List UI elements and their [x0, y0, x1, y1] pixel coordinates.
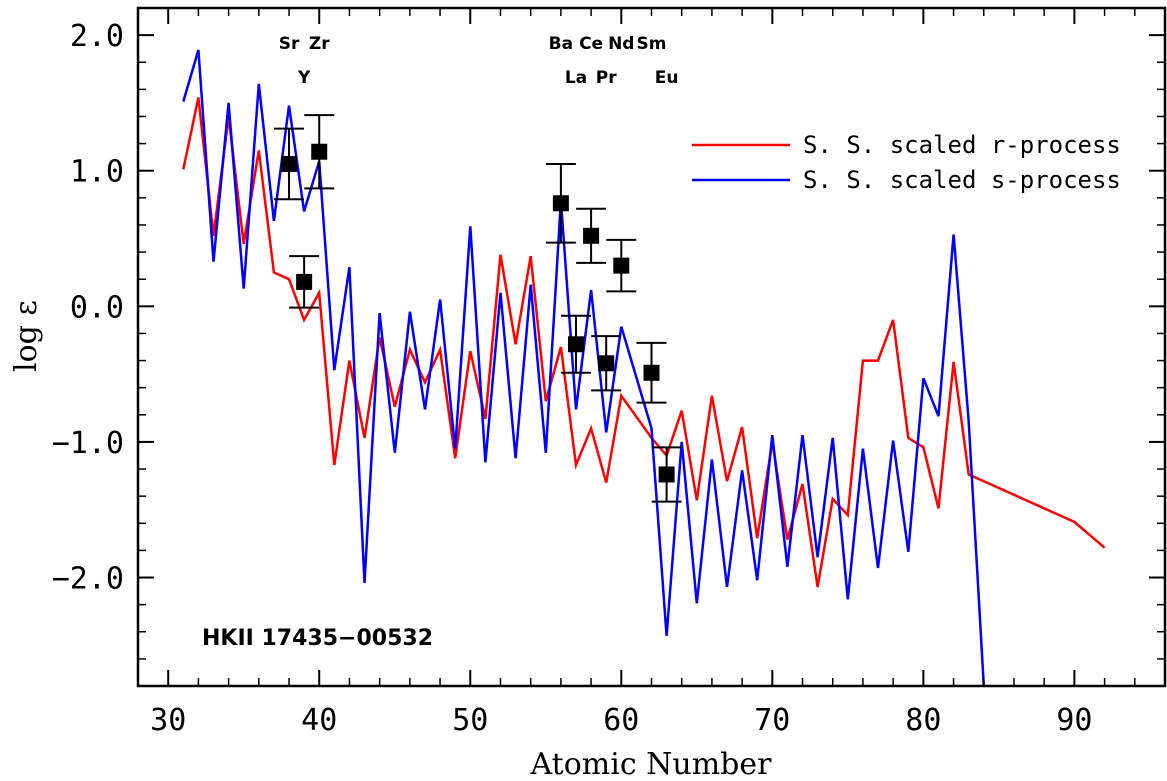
x-axis-title: Atomic Number [530, 747, 773, 781]
axis-ticks: 30 40 50 60 70 80 90 2.0 1.0 0.0 −1.0 −2.0 [52, 7, 1166, 738]
legend-label-s-process: S. S. scaled s-process [803, 166, 1121, 194]
data-point-sr [281, 155, 298, 172]
series-layer [182, 49, 1106, 686]
s-process-line [182, 49, 986, 686]
y-tick-label: 1.0 [70, 155, 124, 190]
data-point-zr [311, 143, 328, 160]
y-tick-label: −1.0 [52, 426, 124, 461]
legend: S. S. scaled r-process S. S. scaled s-pr… [692, 131, 1121, 194]
data-point-nd [613, 257, 630, 274]
data-point-ce [583, 227, 600, 244]
element-label-eu: Eu [655, 68, 679, 88]
element-label-pr: Pr [596, 68, 617, 88]
observed-points [274, 114, 682, 503]
x-tick-label: 50 [452, 703, 488, 738]
y-tick-label: 2.0 [70, 19, 124, 54]
x-tick-label: 70 [754, 703, 790, 738]
element-labels: Sr Zr Y Ba Ce Nd Sm La Pr Eu [279, 34, 679, 88]
x-tick-label: 60 [603, 703, 639, 738]
data-point-y [296, 273, 313, 290]
data-point-pr [598, 355, 615, 372]
element-label-la: La [565, 68, 587, 88]
x-tick-label: 80 [905, 703, 941, 738]
element-label-zr: Zr [309, 34, 330, 54]
x-tick-label: 30 [150, 703, 186, 738]
data-point-ba [552, 195, 569, 212]
r-process-line [182, 97, 1106, 588]
legend-label-r-process: S. S. scaled r-process [803, 131, 1121, 159]
x-tick-label: 90 [1056, 703, 1092, 738]
y-tick-label: −2.0 [52, 562, 124, 597]
element-label-y: Y [297, 68, 311, 88]
data-point-eu [658, 466, 675, 483]
y-tick-label: 0.0 [70, 290, 124, 325]
element-label-nd: Nd [608, 34, 634, 54]
element-label-sr: Sr [279, 34, 300, 54]
element-label-ce: Ce [579, 34, 603, 54]
y-axis-title: log ε [9, 300, 44, 372]
data-point-sm [643, 364, 660, 381]
element-label-sm: Sm [637, 34, 667, 54]
star-name-annotation: HKII 17435−00532 [202, 626, 433, 651]
x-tick-label: 40 [301, 703, 337, 738]
element-label-ba: Ba [549, 34, 573, 54]
data-point-la [567, 336, 584, 353]
